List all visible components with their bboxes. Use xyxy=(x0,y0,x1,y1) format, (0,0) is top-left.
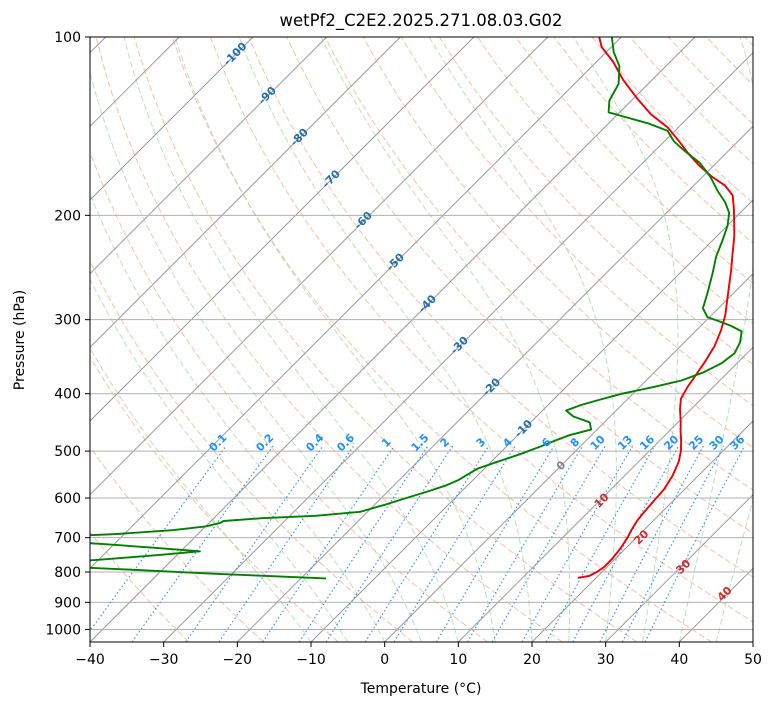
temperature-line xyxy=(577,37,736,579)
moist-adiabat-line xyxy=(320,37,571,642)
mixing-ratio-line xyxy=(435,445,555,642)
y-axis-title: Pressure (hPa) xyxy=(12,290,28,390)
isotherm-line xyxy=(90,37,401,349)
y-tick-label: 200 xyxy=(54,208,81,224)
x-tick-label: 20 xyxy=(523,652,541,668)
y-tick-label: 1000 xyxy=(45,622,81,638)
mixing-ratio-line xyxy=(325,445,454,642)
mixing-ratio-line xyxy=(262,445,395,642)
x-axis: −40 −30 −20 −10 0 10 20 30 40 50 xyxy=(75,642,762,668)
moist-adiabat-line xyxy=(428,37,617,642)
isotherm-line xyxy=(384,272,753,642)
data-series xyxy=(90,37,743,580)
dry-adiabat-line xyxy=(90,356,339,642)
isotherm-line xyxy=(310,199,753,642)
mixing-ratio-line xyxy=(185,445,324,642)
moist-adiabat-line xyxy=(174,37,496,642)
x-tick-label: 10 xyxy=(449,652,467,668)
y-axis: 100 200 300 400 500 600 700 800 900 1000 xyxy=(45,30,90,638)
moist-adiabat-line xyxy=(90,278,349,642)
dry-adiabat-line xyxy=(248,37,753,578)
x-axis-title: Temperature (°C) xyxy=(360,681,482,697)
isotherm-line xyxy=(163,51,753,642)
dry-adiabat-line xyxy=(515,37,753,284)
x-tick-label: −20 xyxy=(223,652,253,668)
isotherm-line xyxy=(605,493,753,642)
y-tick-label: 900 xyxy=(54,595,81,611)
x-tick-label: −30 xyxy=(149,652,179,668)
dry-adiabat-line xyxy=(171,37,712,642)
isotherm-line xyxy=(90,37,696,642)
x-tick-label: 30 xyxy=(597,652,615,668)
dry-adiabat-line xyxy=(90,445,264,642)
mixing-ratio-line xyxy=(621,445,725,642)
dry-adiabat-line xyxy=(133,37,638,642)
dry-adiabat-line xyxy=(90,150,488,642)
isotherm-line xyxy=(531,420,753,642)
moist-adiabat-line xyxy=(90,347,312,642)
x-tick-label: 0 xyxy=(380,652,389,668)
mixing-ratio-line xyxy=(467,445,584,642)
isotherm-line xyxy=(90,37,254,201)
isotherm-line xyxy=(90,37,475,422)
dewpoint-line xyxy=(90,37,743,580)
mixing-ratio-line xyxy=(545,445,656,642)
isotherm-line xyxy=(457,346,753,642)
y-tick-label: 500 xyxy=(54,444,81,460)
isotherm-line xyxy=(90,37,549,496)
mixing-ratio-line xyxy=(364,445,490,642)
isotherm-line xyxy=(90,37,622,570)
moist-adiabat-line xyxy=(238,37,533,642)
mixing-ratio-line xyxy=(521,445,633,642)
moist-adiabat-line xyxy=(90,70,422,642)
moist-adiabat-line xyxy=(123,37,459,642)
mixing-ratio-line xyxy=(393,445,516,642)
x-tick-label: −40 xyxy=(75,652,105,668)
x-tick-label: 50 xyxy=(744,652,762,668)
y-tick-label: 800 xyxy=(54,565,81,581)
mixing-ratio-line xyxy=(298,445,429,642)
x-tick-label: 40 xyxy=(670,652,688,668)
plot-frame xyxy=(89,36,754,643)
x-tick-label: −10 xyxy=(296,652,326,668)
dry-adiabat-line xyxy=(210,37,753,623)
y-tick-label: 400 xyxy=(54,387,81,403)
y-tick-label: 100 xyxy=(54,30,81,46)
moist-adiabat-line xyxy=(90,192,386,642)
isotherm-line xyxy=(236,125,753,642)
chart-title: wetPf2_C2E2.2025.271.08.03.G02 xyxy=(279,11,562,31)
dry-adiabat-line xyxy=(90,531,190,642)
dry-adiabat-line xyxy=(438,37,753,366)
y-tick-label: 700 xyxy=(54,531,81,547)
mixing-ratio-line xyxy=(218,445,355,642)
background-lines xyxy=(90,37,753,642)
isotherm-line xyxy=(90,37,328,275)
y-tick-label: 600 xyxy=(54,491,81,507)
mixing-ratio-line xyxy=(644,445,746,642)
moist-adiabat-line xyxy=(678,37,753,642)
y-tick-label: 300 xyxy=(54,313,81,329)
dry-adiabat-line xyxy=(95,37,563,642)
mixing-ratio-line xyxy=(131,445,274,642)
dry-adiabat-line xyxy=(400,37,753,407)
